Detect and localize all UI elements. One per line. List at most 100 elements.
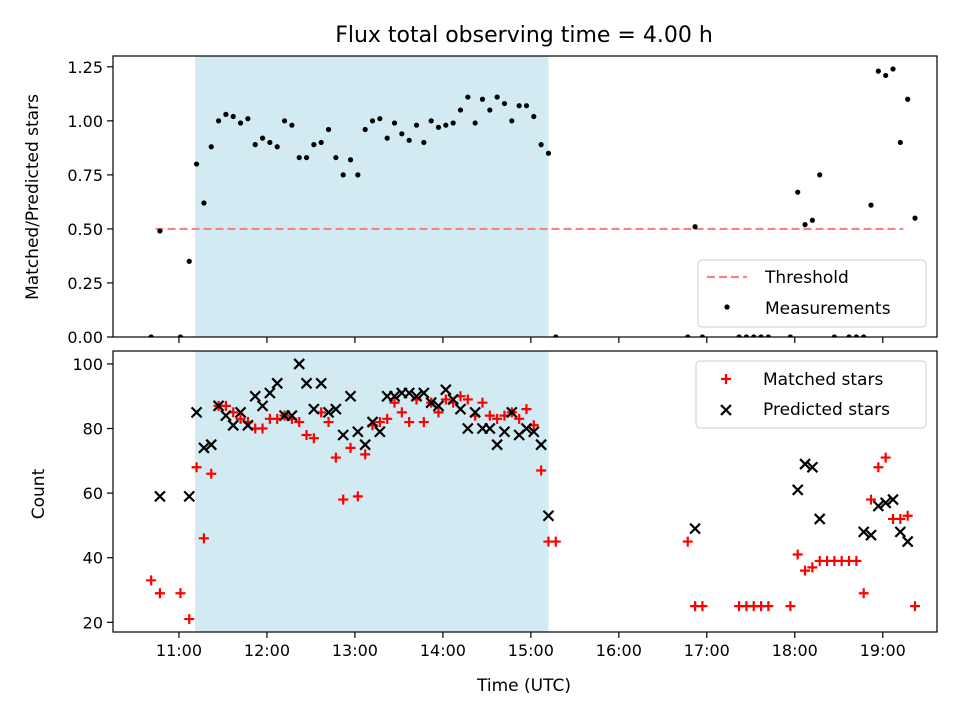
bottom-matched-stars-point-78 — [902, 510, 913, 521]
top-measurements-point-53 — [553, 334, 559, 337]
top-y-axis-label: Matched/Predicted stars — [23, 94, 43, 300]
bottom-y-tick-label-4: 100 — [72, 355, 103, 374]
legend-matched-swatch — [721, 374, 731, 384]
bottom-matched-stars-point-6 — [206, 468, 217, 479]
bottom-predicted-stars-point-57 — [865, 529, 877, 541]
top-measurements-point-8 — [223, 111, 229, 117]
top-measurements-point-30 — [384, 135, 390, 141]
top-measurements-point-77 — [912, 215, 918, 221]
top-measurements-point-55 — [692, 224, 698, 230]
top-measurements-point-45 — [494, 94, 500, 100]
bottom-y-tick-label-0: 20 — [83, 613, 103, 632]
top-measurements-point-61 — [765, 334, 771, 337]
bottom-x-tick-label-3: 14:00 — [420, 641, 466, 660]
bottom-predicted-stars-point-8 — [234, 406, 247, 419]
top-measurements-point-34 — [413, 122, 420, 128]
top-measurements-point-41 — [465, 94, 471, 100]
top-measurements-point-26 — [355, 172, 361, 178]
top-measurements-point-31 — [391, 120, 398, 126]
bottom-matched-stars-point-1 — [154, 588, 165, 599]
top-measurements-point-11 — [245, 116, 251, 122]
top-measurements-point-58 — [743, 334, 749, 337]
bottom-matched-stars-point-43 — [477, 397, 488, 408]
bottom-predicted-stars-point-23 — [344, 390, 357, 402]
top-measurements-point-3 — [186, 258, 192, 264]
bottom-matched-stars-point-32 — [396, 407, 407, 418]
top-measurements-point-44 — [487, 107, 493, 113]
bottom-predicted-stars-point-39 — [462, 422, 474, 435]
bottom-matched-stars-point-75 — [880, 452, 891, 463]
bottom-x-tick-label-2: 13:00 — [332, 641, 378, 660]
bottom-predicted-stars-point-22 — [337, 429, 349, 441]
bottom-predicted-stars-point-6 — [220, 409, 232, 422]
top-measurements-point-71 — [868, 202, 874, 208]
bottom-matched-stars-point-3 — [184, 614, 195, 625]
bottom-y-axis-label: Count — [29, 468, 49, 519]
bottom-x-tick-label-0: 11:00 — [156, 641, 202, 660]
top-measurements-point-74 — [890, 66, 896, 72]
top-y-tick-label-3: 0.75 — [67, 166, 103, 185]
top-y-tick-label-4: 1.00 — [67, 112, 103, 131]
top-measurements-point-12 — [252, 142, 258, 148]
bottom-matched-stars-point-72 — [858, 588, 869, 599]
bottom-predicted-stars-point-1 — [183, 490, 196, 503]
bottom-predicted-stars-point-18 — [308, 403, 320, 415]
bottom-predicted-stars-point-53 — [799, 458, 811, 470]
bottom-predicted-stars-point-62 — [901, 535, 914, 548]
bottom-predicted-stars-point-27 — [374, 425, 386, 438]
bottom-matched-stars-point-27 — [360, 449, 371, 460]
bottom-predicted-stars-point-19 — [315, 377, 327, 390]
top-measurements-point-64 — [802, 222, 808, 228]
bottom-axes-frame — [112, 350, 938, 633]
legend-predicted-swatch — [720, 404, 732, 416]
bottom-panel-counts: 20 40 60 80 100 11:00 12:00 13:00 14:00 15:00 16:0… — [72, 350, 938, 660]
bottom-matched-stars-point-35 — [418, 417, 429, 428]
top-measurements-point-67 — [831, 334, 837, 337]
bottom-predicted-stars-point-60 — [887, 493, 899, 506]
top-measurements-point-69 — [853, 334, 859, 337]
bottom-predicted-stars-point-42 — [484, 422, 496, 435]
bottom-predicted-stars-point-26 — [366, 416, 379, 428]
top-measurements-point-38 — [443, 122, 449, 128]
top-measurements-point-37 — [435, 124, 442, 130]
bottom-predicted-stars-point-52 — [791, 484, 804, 496]
top-measurements-point-29 — [377, 116, 383, 122]
bottom-matched-stars-point-79 — [910, 601, 921, 612]
top-measurements-point-22 — [325, 126, 332, 133]
bottom-matched-stars-point-24 — [338, 494, 349, 505]
chart-title: Flux total observing time = 4.00 h — [335, 23, 713, 48]
bottom-x-tick-label-4: 15:00 — [508, 641, 554, 660]
top-measurements-point-70 — [861, 334, 867, 337]
bottom-predicted-stars-point-44 — [498, 425, 511, 438]
bottom-predicted-stars-point-3 — [198, 442, 210, 454]
bottom-x-tick-label-8: 19:00 — [860, 641, 906, 660]
bottom-predicted-stars-point-40 — [469, 406, 481, 419]
bottom-predicted-stars-point-33 — [418, 387, 430, 399]
legend-measurements-swatch — [724, 304, 730, 310]
bottom-matched-stars-point-26 — [352, 491, 363, 502]
top-measurements-point-48 — [516, 103, 522, 109]
bottom-predicted-stars-point-17 — [300, 377, 313, 390]
top-y-tick-label-5: 1.25 — [67, 58, 103, 77]
top-measurements-point-56 — [699, 334, 706, 337]
bottom-matched-stars-point-25 — [345, 442, 356, 453]
bottom-matched-stars-point-23 — [330, 452, 341, 463]
top-measurements-point-27 — [362, 126, 368, 133]
top-measurements-point-46 — [501, 100, 508, 107]
bottom-matched-stars-point-41 — [462, 394, 473, 405]
top-measurements-point-49 — [523, 103, 530, 109]
top-y-tick-label-1: 0.25 — [67, 274, 103, 293]
bottom-predicted-stars-point-56 — [857, 526, 870, 538]
bottom-matched-stars-point-31 — [389, 397, 400, 408]
top-measurements-point-36 — [428, 118, 434, 124]
top-measurements-point-23 — [333, 154, 339, 161]
bottom-matched-stars-point-65 — [807, 562, 818, 573]
legend-threshold-label: Threshold — [764, 268, 849, 288]
bottom-predicted-stars-point-36 — [440, 383, 452, 396]
x-axis-label: Time (UTC) — [476, 676, 571, 696]
top-measurements-point-73 — [883, 72, 889, 79]
bottom-matched-stars-point-61 — [763, 601, 774, 612]
top-measurements-point-62 — [787, 334, 793, 337]
top-measurements-point-17 — [289, 122, 295, 128]
top-measurements-point-18 — [296, 154, 302, 161]
